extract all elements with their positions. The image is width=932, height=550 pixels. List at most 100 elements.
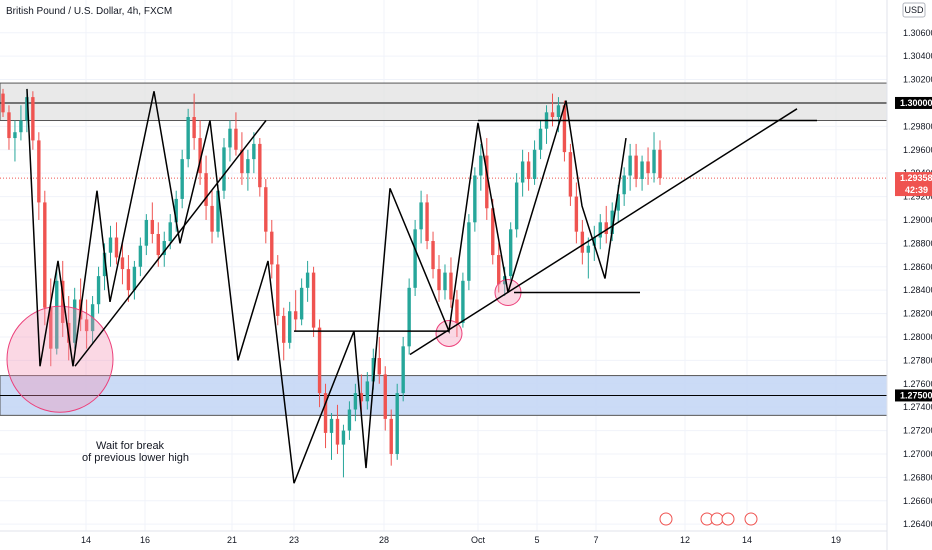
candle-body [347, 409, 352, 431]
candle [526, 152, 531, 191]
price-tick-label: 1.29000 [903, 215, 932, 225]
candle [287, 301, 292, 349]
candle-body [568, 152, 573, 197]
candle [126, 255, 131, 302]
candle-body [419, 202, 423, 230]
candle [162, 231, 166, 267]
zigzag-line [26, 88, 627, 484]
candle-body [305, 272, 310, 288]
candle [228, 120, 232, 162]
candle-body [13, 132, 17, 139]
candle-body [574, 196, 579, 232]
candle-body [532, 149, 537, 180]
candle [497, 243, 501, 293]
candle-body [383, 374, 387, 419]
candle-body [174, 198, 178, 223]
candle-body [240, 149, 244, 174]
candle [293, 290, 298, 332]
price-tick-label: 1.27000 [903, 449, 932, 459]
candle [341, 424, 346, 478]
price-tick-label: 1.28200 [903, 309, 932, 319]
candle-body [580, 231, 585, 253]
candle [520, 149, 525, 197]
candle [628, 143, 632, 191]
candle [96, 266, 101, 314]
candle [461, 272, 465, 328]
candle-body [31, 97, 35, 141]
countdown-label: 42:39 [905, 185, 928, 195]
candle-body [508, 229, 513, 277]
candle [473, 167, 477, 232]
candle-body [562, 105, 567, 153]
trendline [409, 108, 798, 356]
event-flag-icon[interactable] [659, 512, 673, 526]
candles [1, 88, 662, 478]
candle-body [108, 237, 113, 253]
candle [455, 290, 459, 337]
chart-title: British Pound / U.S. Dollar, 4h, FXCM [6, 6, 172, 17]
highlight-circle [435, 319, 463, 347]
candle [574, 182, 579, 244]
support-price-label-bg [895, 389, 932, 402]
candle [532, 140, 537, 185]
candle [580, 219, 585, 265]
candle [299, 278, 304, 326]
candle-body [514, 182, 519, 230]
event-flag-icon[interactable] [710, 512, 724, 526]
candle [449, 257, 453, 308]
candle [180, 149, 184, 209]
candle [634, 143, 638, 188]
price-tick-label: 1.30400 [903, 51, 932, 61]
time-tick-label: 16 [140, 535, 150, 545]
candle [72, 287, 77, 349]
candle [467, 214, 471, 291]
candle [383, 366, 387, 431]
candle [19, 105, 23, 141]
candle-body [293, 311, 298, 320]
candle-body [7, 112, 11, 139]
candle-body [443, 272, 447, 291]
candle-body [485, 155, 489, 209]
candle-body [198, 138, 202, 174]
candle [282, 307, 286, 361]
event-flag-icon[interactable] [721, 512, 735, 526]
candle-body [449, 272, 453, 300]
time-tick-label: 7 [593, 535, 598, 545]
event-icons[interactable] [659, 512, 758, 526]
drawings [6, 88, 817, 484]
candle-body [526, 161, 531, 180]
time-tick-label: 23 [289, 535, 299, 545]
price-tick-label: 1.28600 [903, 262, 932, 272]
event-flag-icon[interactable] [744, 512, 758, 526]
candle-body [126, 269, 131, 291]
candle-body [299, 287, 304, 320]
candle-body [335, 418, 340, 445]
price-tick-label: 1.30600 [903, 28, 932, 38]
candle-body [72, 299, 77, 343]
candle-body [365, 381, 370, 402]
candle-body [234, 128, 238, 150]
price-axis[interactable] [887, 0, 932, 550]
candle [210, 190, 214, 244]
candle [413, 219, 417, 297]
candle-body [84, 319, 89, 332]
candle-body [246, 159, 250, 174]
currency-button[interactable]: USD [902, 2, 926, 18]
candle [431, 231, 435, 279]
candle [305, 260, 310, 302]
price-tick-label: 1.30200 [903, 75, 932, 85]
candle [646, 147, 650, 185]
highlight-circle [6, 305, 114, 413]
candle-body [353, 393, 358, 410]
candle-body [425, 202, 429, 242]
candle-body [491, 208, 495, 256]
candle-body [407, 287, 411, 347]
candle [568, 143, 573, 206]
time-tick-label: 21 [227, 535, 237, 545]
price-tick-label: 1.28000 [903, 332, 932, 342]
price-tick-label: 1.27200 [903, 426, 932, 436]
candle [84, 299, 89, 349]
candle [204, 155, 208, 220]
price-labels: 1.30000 1.27500 1.29358 42:39 [895, 96, 932, 402]
